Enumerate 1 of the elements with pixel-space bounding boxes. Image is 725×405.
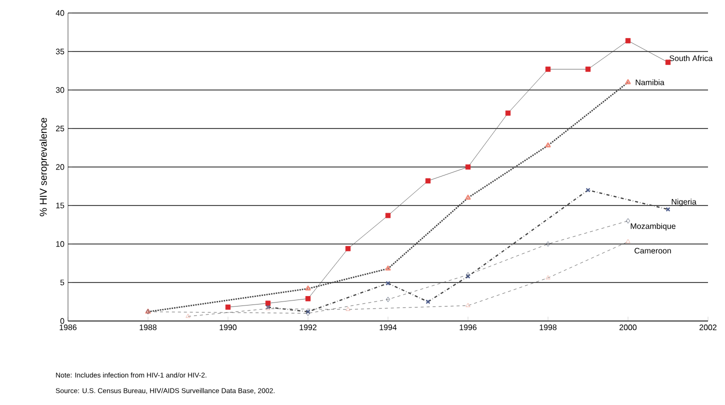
y-axis-title: % HIV seroprevalence xyxy=(39,118,49,216)
